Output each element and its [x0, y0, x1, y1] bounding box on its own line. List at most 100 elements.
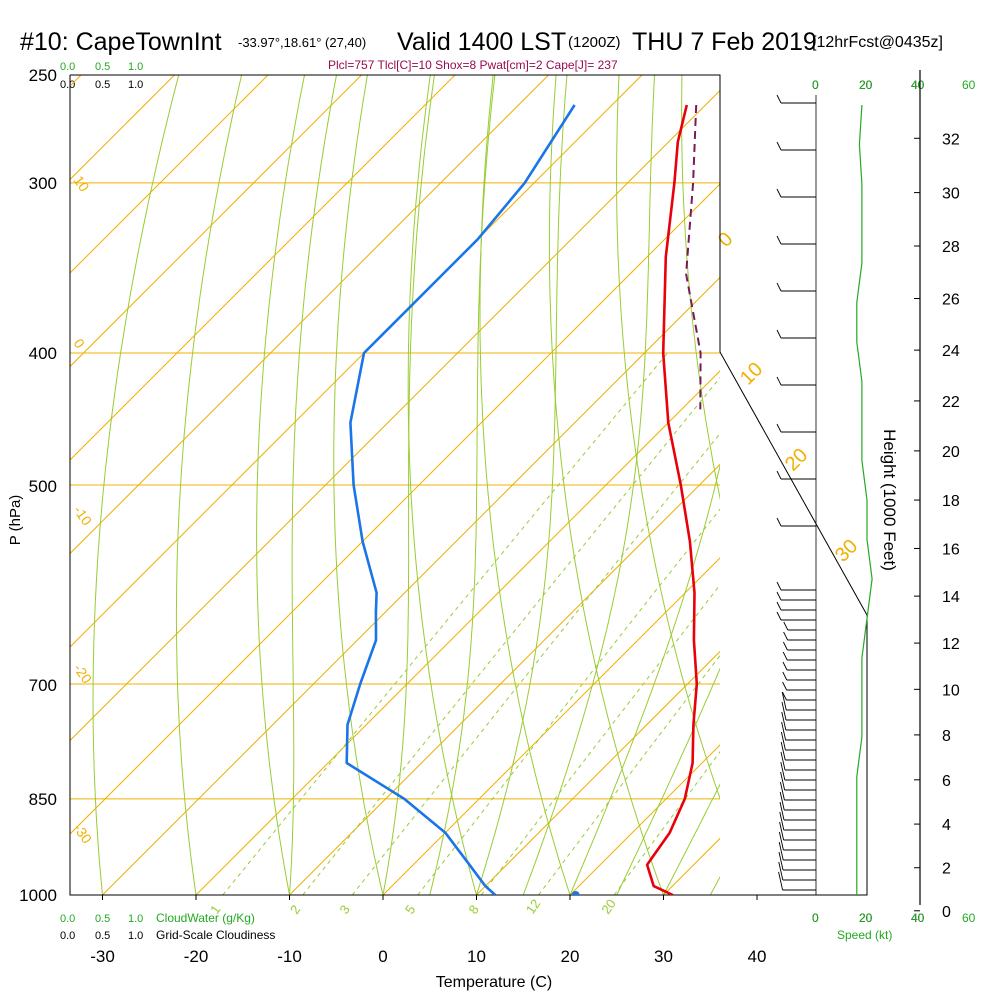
- wind-barb-flag-38: [778, 851, 784, 871]
- wind-barb-flag-29: [780, 761, 786, 781]
- p-tick-400: 400: [29, 344, 57, 363]
- dry-adiabat-100: [997, 75, 1000, 895]
- mixing-ratio-line-5: [417, 508, 720, 895]
- valid-time: Valid 1400 LST: [397, 28, 566, 56]
- dry-adiabat-40: [616, 75, 720, 800]
- wind-barb-flag-34: [779, 811, 785, 831]
- height-tick-label-7: 14: [942, 589, 960, 606]
- isotherm--90: [70, 75, 362, 368]
- wind-barb-flag-20: [782, 681, 788, 691]
- height-tick-label-14: 28: [942, 239, 960, 256]
- top-speed-black-2: 40: [911, 78, 925, 92]
- mixing-ratio-line-3: [351, 432, 720, 895]
- wind-barb-flag-16: [782, 641, 788, 651]
- dewpoint-profile: [345, 104, 576, 895]
- isotherm--40: [70, 183, 720, 835]
- station-coords: -33.97°,18.61° (27,40): [238, 35, 366, 50]
- moist-adiabat-10: [476, 75, 568, 895]
- forecast-info: [12hrFcst@0435z]: [812, 34, 943, 51]
- isotherm-label-left-0: 0: [71, 336, 89, 352]
- height-axis-label: Height (1000 Feet): [880, 429, 899, 571]
- wind-barb-flag-5: [776, 329, 782, 339]
- sounding-profiles: [345, 104, 702, 895]
- wind-barb-flag-9: [776, 517, 782, 527]
- isotherm-0: [382, 557, 720, 895]
- isotherm-label-right-30: 30: [831, 535, 862, 566]
- temperature-tick-label-7: 40: [748, 947, 767, 966]
- wind-barb-flag-17: [782, 651, 788, 661]
- isotherm--30: [102, 276, 720, 895]
- isotherm--70: [70, 75, 549, 555]
- wind-barb-flag-4: [776, 282, 782, 292]
- bottom-cloudwater-tick-0: 0.0: [60, 913, 75, 925]
- height-tick-label-9: 18: [942, 493, 960, 510]
- zulu-time: (1200Z): [568, 34, 621, 51]
- isotherm-label-left--20: -20: [71, 661, 96, 687]
- wind-barb-flag-8: [776, 470, 782, 480]
- top-speed-green-3: 60: [962, 78, 976, 92]
- station-title: #10: CapeTownInt: [20, 28, 222, 56]
- wind-barb-flag-7: [776, 423, 782, 433]
- wind-barb-flag-39: [778, 861, 784, 881]
- bottom-cloudwater-tick-1: 0.5: [95, 913, 110, 925]
- bottom-cloudwater-tick-2: 1.0: [128, 913, 143, 925]
- height-tick-label-15: 30: [942, 186, 960, 203]
- top-cloudwater-tick-1: 0.5: [95, 61, 110, 73]
- wind-barb-flag-1: [776, 141, 782, 151]
- wind-barb-flag-12: [776, 601, 782, 611]
- p-tick-300: 300: [29, 174, 57, 193]
- p-tick-1000: 1000: [19, 886, 57, 905]
- top-cloudwater-tick-2: 1.0: [128, 61, 143, 73]
- wind-barb-flag-15: [783, 631, 789, 641]
- wind-barb-flag-27: [780, 741, 786, 761]
- height-tick-label-13: 26: [942, 292, 960, 309]
- top-speed-black-1: 20: [859, 78, 873, 92]
- isotherm-10: [476, 650, 720, 895]
- wind-speed-trace: [856, 104, 873, 895]
- top-speed-black-0: 0: [812, 78, 819, 92]
- dry-adiabat-20: [479, 75, 571, 895]
- height-tick-label-16: 32: [942, 131, 960, 148]
- dry-adiabat-70: [808, 75, 1000, 895]
- isotherm--50: [70, 89, 720, 742]
- wind-barbs: [776, 94, 873, 895]
- wind-barb-flag-23: [781, 701, 787, 721]
- bottom-speed-black-0: 0: [812, 911, 819, 925]
- moist-adiabat-0: [382, 75, 435, 895]
- top-speed-green-0: 0: [812, 78, 819, 92]
- wind-barb-flag-0: [776, 94, 782, 104]
- wind-barb-flag-24: [781, 711, 787, 731]
- dry-adiabat-50: [681, 75, 720, 501]
- wind-barb-flag-19: [782, 671, 788, 681]
- dry-adiabat--20: [175, 75, 243, 895]
- dry-adiabat--30: [92, 75, 180, 895]
- parcel-profile: [685, 104, 702, 410]
- height-tick-label-3: 6: [942, 773, 951, 790]
- wind-barb-flag-10: [776, 581, 782, 591]
- isotherm-label-right-20: 20: [781, 444, 812, 475]
- bottom-speed-black-2: 40: [911, 911, 925, 925]
- speed-label: Speed (kt): [837, 928, 892, 942]
- bottom-speed-green-0: 0: [812, 911, 819, 925]
- isotherm-label-left--30: -30: [71, 821, 96, 847]
- wind-barb-flag-22: [781, 691, 787, 711]
- height-tick-label-10: 20: [942, 444, 960, 461]
- moist-adiabat-5: [429, 75, 496, 895]
- bottom-cloudiness-label: Grid-Scale Cloudiness: [156, 928, 275, 942]
- bottom-speed-green-3: 60: [962, 911, 976, 925]
- height-tick-label-12: 24: [942, 343, 960, 360]
- height-tick-label-4: 8: [942, 728, 951, 745]
- wind-barb-flag-32: [779, 791, 785, 811]
- moist-adiabat-15: [522, 75, 655, 895]
- moist-adiabat-30: [663, 783, 720, 895]
- wind-barb-flag-33: [779, 801, 785, 821]
- top-cloudiness-tick-1: 0.5: [95, 79, 110, 91]
- p-tick-250: 250: [29, 66, 57, 85]
- wind-barb-flag-30: [780, 771, 786, 791]
- mixing-ratio-label-8: 8: [465, 902, 481, 917]
- dry-adiabat-60: [745, 75, 944, 895]
- mixing-ratio-label-2: 2: [287, 902, 303, 917]
- dry-adiabat-30: [548, 75, 664, 895]
